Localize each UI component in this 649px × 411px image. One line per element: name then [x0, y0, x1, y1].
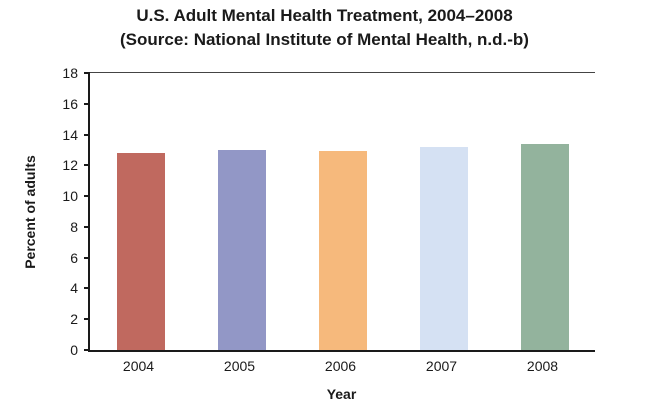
y-tick-label-16: 16: [62, 95, 78, 112]
y-tick-label-6: 6: [70, 249, 78, 266]
y-tick-mark-14: [84, 133, 90, 136]
y-tick-label-4: 4: [70, 280, 78, 297]
x-tick-label-2004: 2004: [122, 358, 155, 374]
x-tick-label-2008: 2008: [526, 358, 559, 374]
y-tick-label-2: 2: [70, 311, 78, 328]
y-tick-label-12: 12: [62, 157, 78, 174]
bar-2007: [419, 146, 468, 350]
y-axis-title: Percent of adults: [22, 155, 38, 269]
y-tick-mark-12: [84, 164, 90, 167]
plot-area: 0 2 4 6 8 10 12 14 16 18: [62, 65, 595, 358]
bar-2006: [318, 151, 367, 350]
x-axis-title: Year: [326, 386, 357, 402]
y-tick-label-10: 10: [62, 188, 78, 205]
bar-2008: [520, 143, 569, 350]
y-tick-label-18: 18: [62, 65, 78, 81]
y-tick-mark-0: [84, 349, 90, 351]
chart-title-line1: U.S. Adult Mental Health Treatment, 2004…: [136, 6, 513, 25]
chart-title: U.S. Adult Mental Health Treatment, 2004…: [0, 4, 649, 52]
x-tick-label-2006: 2006: [324, 358, 357, 374]
bar-2004: [116, 153, 165, 350]
bar-2005: [217, 149, 266, 350]
y-tick-mark-2: [84, 318, 90, 321]
y-tick-label-0: 0: [70, 342, 78, 358]
x-tick-label-2007: 2007: [425, 358, 458, 374]
y-tick-mark-4: [84, 287, 90, 290]
chart-title-line2: (Source: National Institute of Mental He…: [120, 30, 529, 49]
y-tick-label-14: 14: [62, 126, 78, 143]
y-tick-label-8: 8: [70, 218, 78, 235]
x-tick-label-2005: 2005: [223, 358, 256, 374]
y-tick-mark-6: [84, 256, 90, 259]
y-tick-mark-18: [84, 72, 90, 74]
x-axis-tick-labels: 2004 2005 2006 2007 2008: [88, 358, 595, 378]
y-tick-mark-16: [84, 102, 90, 105]
y-tick-mark-8: [84, 225, 90, 228]
y-tick-mark-10: [84, 195, 90, 198]
